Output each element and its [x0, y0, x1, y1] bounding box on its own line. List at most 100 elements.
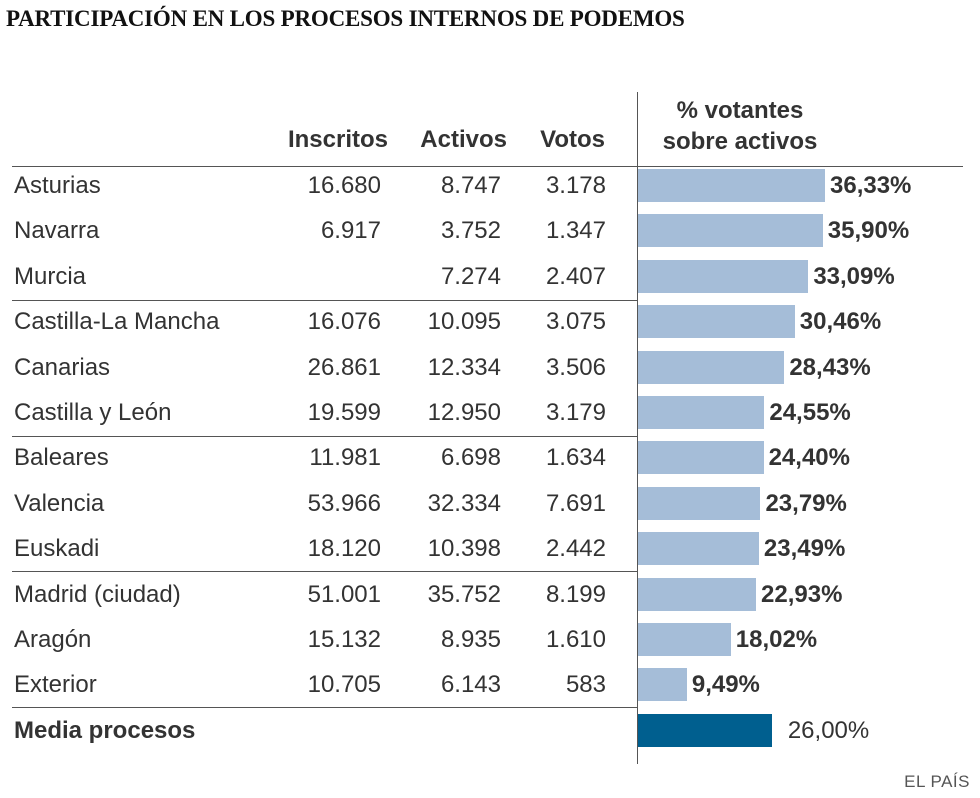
region-name: Canarias [14, 353, 111, 381]
region-name: Euskadi [14, 535, 100, 563]
bar [638, 305, 795, 339]
table-row: Exterior 10.705 6.143 583 9,49% [0, 662, 980, 707]
inscritos-value: 11.981 [309, 444, 381, 472]
header-activos: Activos [420, 126, 507, 153]
table-row: Canarias 26.861 12.334 3.506 28,43% [0, 345, 980, 390]
bar [638, 350, 785, 384]
activos-value: 3.752 [440, 217, 501, 245]
bar-value-label: 24,40% [768, 444, 850, 472]
header-rule [12, 166, 963, 167]
group-divider-1 [12, 300, 638, 301]
average-bar [638, 714, 772, 747]
votos-value: 3.075 [545, 308, 606, 336]
chart-title: PARTICIPACIÓN EN LOS PROCESOS INTERNOS D… [6, 6, 685, 31]
votos-value: 8.199 [545, 580, 606, 608]
inscritos-value: 19.599 [307, 399, 381, 426]
bar [638, 169, 825, 202]
votos-value: 2.407 [545, 262, 606, 290]
bar-value-label: 35,90% [827, 217, 910, 245]
group-divider-3 [12, 571, 638, 572]
activos-value: 10.095 [427, 308, 501, 336]
activos-value: 8.935 [440, 626, 501, 653]
average-label: Media procesos [14, 717, 196, 744]
group-divider-4 [12, 707, 638, 708]
header-votos: Votos [540, 126, 605, 153]
inscritos-value: 6.917 [320, 217, 381, 245]
group-divider-2 [12, 436, 638, 437]
table-row: Castilla-La Mancha 16.076 10.095 3.075 30,46… [0, 299, 980, 344]
table-row: Navarra 6.917 3.752 1.347 35,90% [0, 208, 980, 253]
bar [638, 214, 823, 248]
region-name: Exterior [14, 671, 97, 699]
region-name: Navarra [14, 217, 100, 245]
inscritos-value: 16.680 [307, 172, 381, 199]
activos-value: 7.274 [440, 262, 501, 290]
source-credit: EL PAÍS [904, 772, 970, 791]
activos-value: 12.334 [427, 353, 501, 381]
votos-value: 1.610 [545, 626, 606, 653]
bar-axis-line [637, 92, 638, 764]
header-percentage-line2: sobre activos [662, 128, 818, 155]
bar [638, 668, 687, 702]
bar-value-label: 22,93% [761, 580, 843, 608]
bar [638, 486, 761, 520]
activos-value: 10.398 [427, 535, 501, 563]
region-name: Baleares [14, 444, 109, 472]
bar [638, 396, 765, 429]
region-name: Valencia [14, 489, 105, 517]
activos-value: 35.752 [427, 580, 501, 608]
table-row: Euskadi 18.120 10.398 2.442 23,49% [0, 526, 980, 571]
bar-value-label: 24,55% [769, 399, 851, 426]
header-inscritos: Inscritos [287, 126, 388, 153]
bar-value-label: 23,79% [765, 489, 847, 517]
table-row: Madrid (ciudad) 51.001 35.752 8.199 22,93% [0, 572, 980, 617]
table-row: Valencia 53.966 32.334 7.691 23,79% [0, 481, 980, 526]
inscritos-value: 16.076 [307, 308, 381, 336]
bar-value-label: 18,02% [735, 626, 818, 653]
activos-value: 6.698 [440, 444, 501, 472]
inscritos-value: 18.120 [307, 535, 381, 563]
votos-value: 3.506 [545, 353, 606, 381]
inscritos-value: 53.966 [307, 489, 381, 517]
inscritos-value: 51.001 [307, 580, 381, 608]
bar-value-label: 33,09% [813, 262, 895, 290]
activos-value: 8.747 [440, 172, 501, 199]
bar [638, 441, 764, 475]
table-row: Aragón 15.132 8.935 1.610 18,02% [0, 617, 980, 662]
votos-value: 2.442 [545, 535, 606, 563]
region-name: Castilla y León [14, 399, 172, 426]
activos-value: 12.950 [427, 399, 501, 426]
votos-value: 583 [565, 671, 606, 699]
bar [638, 532, 759, 566]
region-name: Aragón [14, 626, 92, 653]
bar-value-label: 30,46% [799, 308, 882, 336]
header-percentage: % votantes sobre activos [640, 95, 840, 157]
activos-value: 6.143 [440, 671, 501, 699]
bar [638, 259, 809, 293]
bar-value-label: 28,43% [789, 353, 871, 381]
votos-value: 3.178 [545, 172, 606, 199]
votos-value: 7.691 [545, 489, 606, 517]
bar-value-label: 23,49% [763, 535, 846, 563]
average-row: Media procesos 26,00% [0, 708, 980, 753]
bar [638, 577, 757, 611]
inscritos-value: 15.132 [307, 626, 381, 653]
bar [638, 623, 731, 656]
inscritos-value: 10.705 [307, 671, 381, 699]
region-name: Murcia [14, 262, 87, 290]
inscritos-value: 26.861 [307, 353, 381, 381]
average-value-label: 26,00% [787, 717, 870, 744]
region-name: Asturias [14, 172, 101, 199]
bar-value-label: 9,49% [691, 671, 760, 699]
votos-value: 1.347 [545, 217, 606, 245]
header-percentage-line1: % votantes [676, 97, 804, 124]
region-name: Madrid (ciudad) [14, 580, 181, 608]
table-row: Asturias 16.680 8.747 3.178 36,33% [0, 163, 980, 208]
table-row: Murcia 7.274 2.407 33,09% [0, 254, 980, 299]
table-row: Baleares 11.981 6.698 1.634 24,40% [0, 435, 980, 480]
votos-value: 3.179 [545, 399, 606, 426]
votos-value: 1.634 [545, 444, 606, 472]
table-row: Castilla y León 19.599 12.950 3.179 24,55% [0, 390, 980, 435]
activos-value: 32.334 [427, 489, 501, 517]
region-name: Castilla-La Mancha [14, 308, 220, 336]
